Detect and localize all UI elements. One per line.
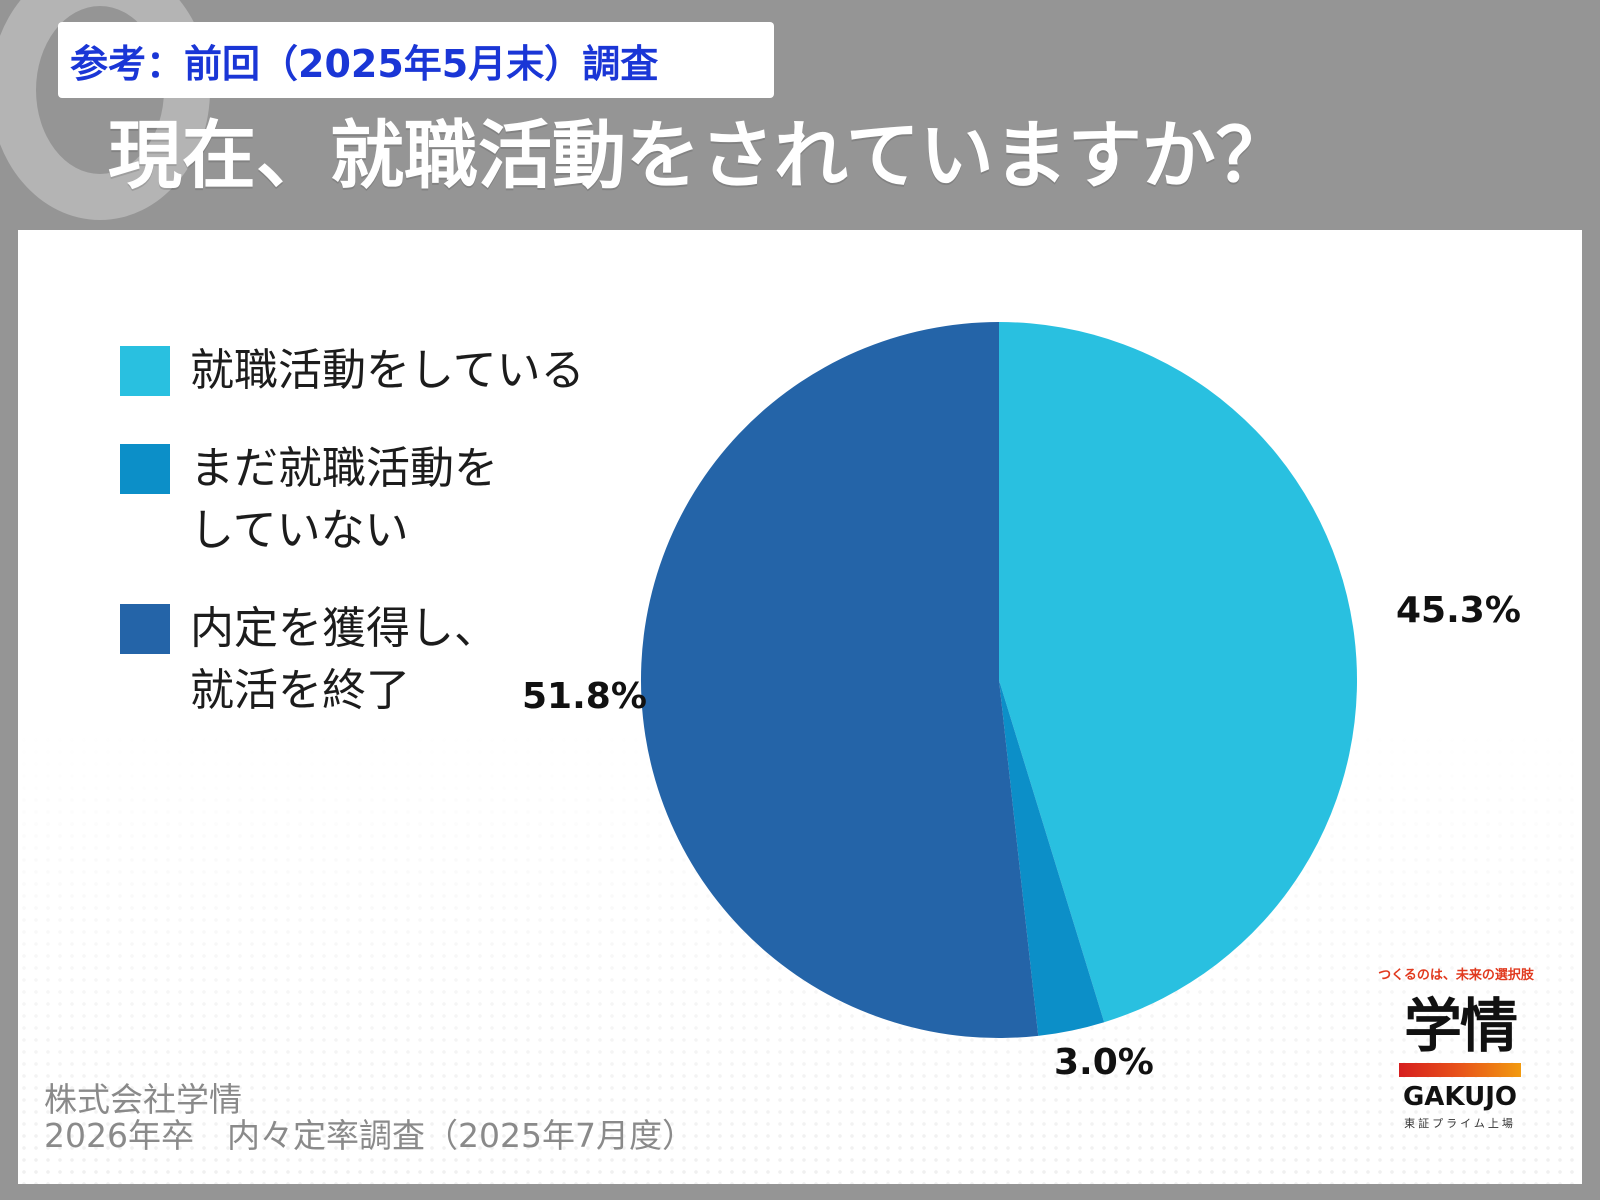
legend-label-line: まだ就職活動を bbox=[190, 443, 498, 494]
reference-tag-text: 参考：前回（2025年5月末）調査 bbox=[70, 41, 659, 86]
legend-label-line: 就職活動をしている bbox=[190, 345, 585, 396]
legend-label-line: 内定を獲得し、 bbox=[190, 603, 498, 654]
chart-legend: 就職活動をしている まだ就職活動を していない 内定を獲得し、 就活を終了 bbox=[120, 340, 680, 758]
legend-item-not-started: まだ就職活動を していない bbox=[120, 438, 680, 562]
legend-label-finished: 内定を獲得し、 就活を終了 bbox=[190, 598, 650, 722]
logo-tagline: つくるのは、未来の選択肢 bbox=[1378, 968, 1534, 983]
legend-label-job-hunting: 就職活動をしている bbox=[190, 340, 650, 402]
gakujo-logo: つくるのは、未来の選択肢 学情 GAKUJO 東証プライム上場 bbox=[1370, 964, 1550, 1174]
source-company: 株式会社学情 bbox=[44, 1080, 242, 1119]
legend-swatch-not-started bbox=[120, 444, 170, 494]
slice-label-job-hunting: 45.3% bbox=[1396, 590, 1521, 631]
legend-label-not-started: まだ就職活動を していない bbox=[190, 438, 650, 562]
slice-label-finished: 51.8% bbox=[522, 676, 647, 717]
legend-label-line: 就活を終了 bbox=[190, 665, 410, 716]
legend-swatch-job-hunting bbox=[120, 346, 170, 396]
pie-slice-job-hunting bbox=[999, 322, 1358, 1023]
slice-label-not-started: 3.0% bbox=[1054, 1042, 1154, 1083]
logo-listing: 東証プライム上場 bbox=[1404, 1117, 1516, 1130]
logo-gradient-bar bbox=[1399, 1063, 1521, 1077]
survey-question: 現在、就職活動をされていますか？ bbox=[108, 113, 1290, 199]
logo-name-en: GAKUJO bbox=[1402, 1082, 1518, 1112]
pie-slice-not-started bbox=[999, 680, 1105, 1036]
source-survey: 2026年卒 内々定率調査（2025年7月度） bbox=[44, 1116, 695, 1155]
chart-panel: 就職活動をしている まだ就職活動を していない 内定を獲得し、 就活を終了 45… bbox=[18, 230, 1582, 1184]
pie-chart bbox=[640, 322, 1358, 1038]
logo-mark: 学情 bbox=[1403, 992, 1518, 1060]
legend-item-job-hunting: 就職活動をしている bbox=[120, 340, 680, 402]
reference-tag: 参考：前回（2025年5月末）調査 bbox=[58, 22, 774, 98]
pie-slice-finished bbox=[640, 322, 1039, 1038]
source-credit: 株式会社学情 2026年卒 内々定率調査（2025年7月度） bbox=[44, 1082, 695, 1154]
legend-item-finished: 内定を獲得し、 就活を終了 bbox=[120, 598, 680, 722]
legend-swatch-finished bbox=[120, 604, 170, 654]
legend-label-line: していない bbox=[190, 505, 409, 556]
